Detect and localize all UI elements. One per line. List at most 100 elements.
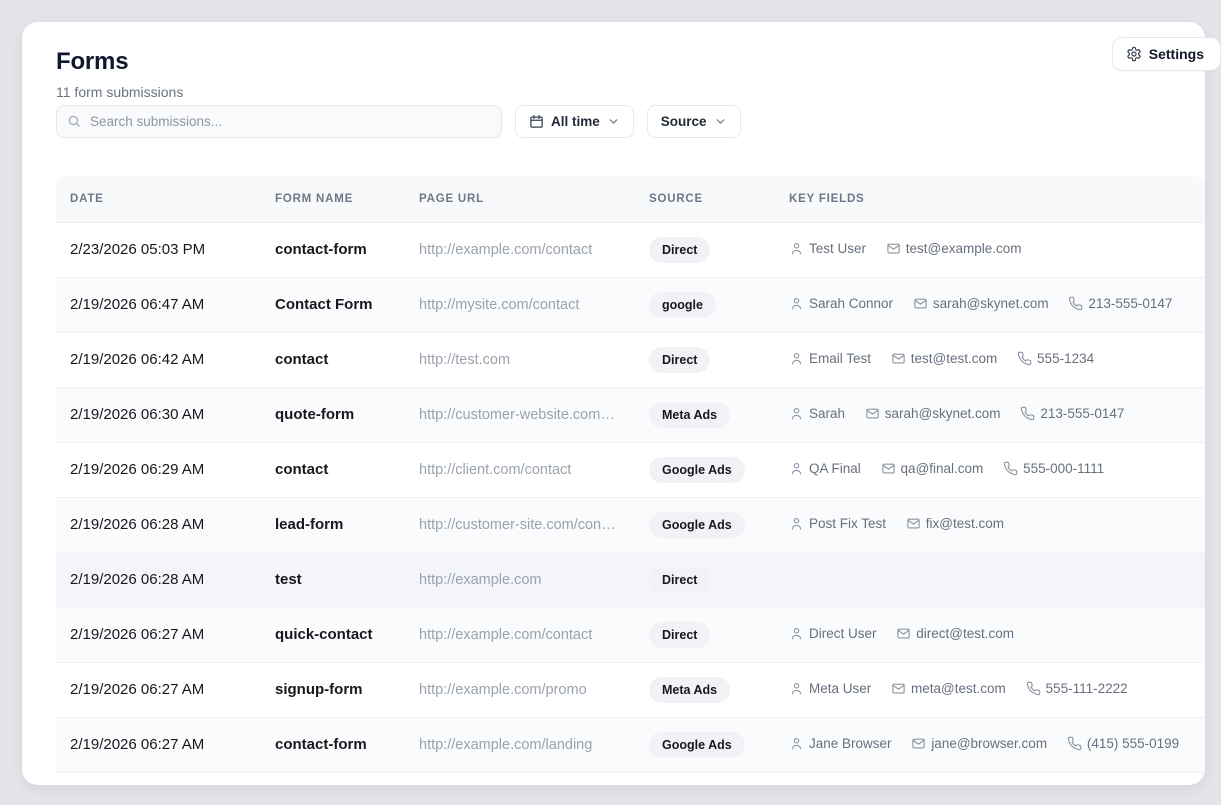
- submission-date: 2/19/2026 06:30 AM: [56, 387, 275, 443]
- page-url: http://mysite.com/contact: [419, 277, 649, 333]
- key-field-phone: (415) 555-0199: [1086, 735, 1180, 751]
- envelope-icon: [907, 518, 920, 528]
- form-name: Contact Form: [275, 277, 419, 333]
- envelope-icon: [892, 683, 905, 693]
- submission-date: 2/23/2026 05:03 PM: [56, 222, 275, 278]
- page-url: http://example.com/contact: [419, 607, 649, 663]
- key-field-phone: 213-555-0147: [1088, 295, 1173, 311]
- envelope-icon: [887, 243, 900, 253]
- phone-icon: [1067, 736, 1082, 750]
- envelope-icon: [866, 408, 879, 418]
- person-icon: [791, 242, 802, 254]
- source-dropdown[interactable]: Source: [646, 105, 741, 138]
- form-name: contact: [275, 332, 419, 388]
- source-dropdown-label: Source: [660, 114, 707, 129]
- key-field-phone: 555-111-2222: [1045, 680, 1128, 696]
- form-name: contact-form: [275, 717, 419, 773]
- page-title: Forms: [56, 48, 129, 75]
- settings-button[interactable]: Settings: [1111, 37, 1221, 71]
- key-field-email: qa@final.com: [900, 460, 984, 476]
- submission-date: 2/19/2026 06:47 AM: [56, 277, 275, 333]
- calendar-icon: [530, 114, 543, 128]
- phone-icon: [1026, 681, 1040, 695]
- table-row[interactable]: 2/19/2026 06:47 AM Contact Form http://m…: [56, 277, 1205, 333]
- source-badge: Direct: [649, 346, 711, 373]
- person-icon: [791, 297, 802, 309]
- submission-date: 2/19/2026 06:27 AM: [56, 607, 275, 663]
- source-badge: Google Ads: [649, 511, 745, 538]
- key-field-name: Sarah Connor: [809, 295, 894, 311]
- table-row[interactable]: 2/19/2026 06:28 AM lead-form http://cust…: [56, 497, 1205, 553]
- key-fields: Direct User direct@test.com: [789, 607, 1205, 663]
- table-row[interactable]: 2/19/2026 06:28 AM test http://example.c…: [56, 552, 1205, 608]
- column-header-source: SOURCE: [649, 176, 789, 223]
- chevron-down-icon: [716, 119, 724, 124]
- envelope-icon: [914, 298, 927, 308]
- form-name: contact-form: [275, 222, 419, 278]
- person-icon: [791, 737, 802, 749]
- source-badge: Meta Ads: [649, 676, 731, 703]
- table-row[interactable]: 2/19/2026 06:27 AM quick-contact http://…: [56, 607, 1205, 663]
- key-fields: Jane Browser jane@browser.com (415) 555-…: [789, 717, 1205, 773]
- key-fields: Sarah sarah@skynet.com 213-555-0147: [789, 387, 1205, 443]
- key-field-email: sarah@skynet.com: [884, 405, 1001, 421]
- key-field-email: meta@test.com: [911, 680, 1006, 696]
- submission-count: 11 form submissions: [56, 84, 184, 100]
- source-badge: Meta Ads: [649, 401, 731, 428]
- table-row[interactable]: 2/19/2026 06:27 AM signup-form http://ex…: [56, 662, 1205, 718]
- settings-button-label: Settings: [1148, 46, 1204, 62]
- key-field-name: Email Test: [809, 350, 872, 366]
- key-field-email: jane@browser.com: [931, 735, 1048, 751]
- key-field-email: direct@test.com: [916, 625, 1015, 641]
- page-url: http://example.com/landing: [419, 717, 649, 773]
- submission-date: 2/19/2026 06:27 AM: [56, 662, 275, 718]
- page-url: http://customer-website.com…: [419, 387, 649, 443]
- person-icon: [791, 682, 802, 694]
- key-fields: Post Fix Test fix@test.com: [789, 497, 1205, 553]
- date-range-dropdown[interactable]: All time: [515, 105, 634, 138]
- key-field-name: Meta User: [809, 680, 872, 696]
- key-field-name: Sarah: [809, 405, 846, 421]
- key-field-email: test@example.com: [905, 240, 1022, 256]
- page-url: http://example.com: [419, 552, 649, 608]
- search-field-wrap: [56, 105, 502, 138]
- key-field-name: Direct User: [809, 625, 877, 641]
- table-header-row: DATE FORM NAME PAGE URL SOURCE KEY FIELD…: [56, 176, 1205, 223]
- submission-date: 2/19/2026 06:29 AM: [56, 442, 275, 498]
- key-field-email: fix@test.com: [925, 515, 1005, 531]
- person-icon: [791, 407, 802, 419]
- person-icon: [791, 352, 802, 364]
- search-input[interactable]: [56, 105, 502, 138]
- table-row[interactable]: 2/19/2026 06:27 AM contact-form http://e…: [56, 717, 1205, 773]
- key-fields: Test User test@example.com: [789, 222, 1205, 278]
- form-name: test: [275, 552, 419, 608]
- filter-bar: All time Source: [56, 105, 1171, 138]
- phone-icon: [1003, 461, 1018, 475]
- envelope-icon: [897, 628, 910, 638]
- table-row[interactable]: 2/23/2026 05:03 PM contact-form http://e…: [56, 222, 1205, 278]
- key-fields: [789, 552, 1205, 608]
- table-row[interactable]: 2/19/2026 06:29 AM contact http://client…: [56, 442, 1205, 498]
- page-url: http://client.com/contact: [419, 442, 649, 498]
- key-field-email: test@test.com: [910, 350, 998, 366]
- phone-icon: [1069, 296, 1083, 310]
- key-field-phone: 213-555-0147: [1040, 405, 1125, 421]
- form-name: contact: [275, 442, 419, 498]
- column-header-form-name: FORM NAME: [275, 176, 419, 223]
- key-field-email: sarah@skynet.com: [932, 295, 1049, 311]
- form-name: quick-contact: [275, 607, 419, 663]
- column-header-date: DATE: [56, 176, 275, 223]
- chevron-down-icon: [609, 119, 618, 124]
- envelope-icon: [912, 738, 925, 748]
- key-fields: Email Test test@test.com 555-1234: [789, 332, 1205, 388]
- key-fields: Meta User meta@test.com 555-111-2222: [789, 662, 1205, 718]
- source-badge: Direct: [649, 236, 711, 263]
- table-row[interactable]: 2/19/2026 06:30 AM quote-form http://cus…: [56, 387, 1205, 443]
- key-fields: Sarah Connor sarah@skynet.com 213-555-01…: [789, 277, 1205, 333]
- person-icon: [791, 627, 802, 639]
- table-row[interactable]: 2/19/2026 06:42 AM contact http://test.c…: [56, 332, 1205, 388]
- person-icon: [791, 462, 802, 474]
- submission-date: 2/19/2026 06:42 AM: [56, 332, 275, 388]
- column-header-key-fields: KEY FIELDS: [789, 176, 1205, 223]
- form-name: lead-form: [275, 497, 419, 553]
